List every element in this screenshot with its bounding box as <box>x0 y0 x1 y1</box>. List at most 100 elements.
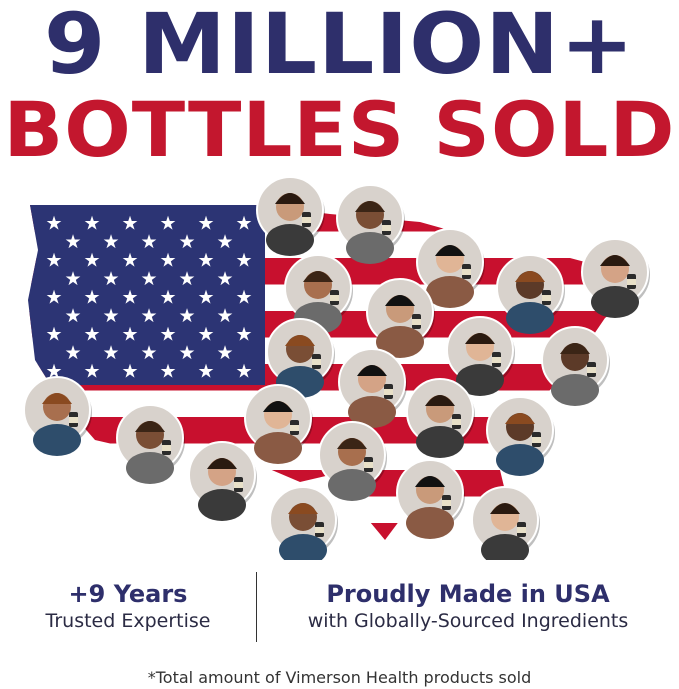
star-icon: ★ <box>45 287 62 309</box>
person-body <box>126 452 174 484</box>
star-icon: ★ <box>235 213 252 235</box>
star-icon: ★ <box>140 342 157 364</box>
bottle-label <box>517 527 526 533</box>
star-icon: ★ <box>216 268 233 290</box>
star-icon: ★ <box>197 250 214 272</box>
bottle-label <box>234 482 243 488</box>
star-icon: ★ <box>83 361 100 383</box>
person-body <box>481 534 529 560</box>
customer-photo <box>269 486 338 560</box>
star-icon: ★ <box>159 324 176 346</box>
star-icon: ★ <box>64 305 81 327</box>
bottle-label <box>290 425 299 431</box>
bottle-label <box>542 295 551 301</box>
star-icon: ★ <box>197 213 214 235</box>
star-icon: ★ <box>235 361 252 383</box>
person-body <box>456 364 504 396</box>
customer-photo <box>266 318 335 398</box>
bottle-label <box>69 417 78 423</box>
star-icon: ★ <box>83 213 100 235</box>
person-hair <box>425 395 455 406</box>
star-icon: ★ <box>159 287 176 309</box>
person-hair <box>263 401 293 412</box>
star-icon: ★ <box>178 342 195 364</box>
star-icon: ★ <box>159 361 176 383</box>
star-icon: ★ <box>216 231 233 253</box>
person-hair <box>385 295 415 306</box>
star-icon: ★ <box>45 213 62 235</box>
person-body <box>406 507 454 539</box>
person-hair <box>355 201 385 212</box>
customer-photo <box>396 459 465 539</box>
star-icon: ★ <box>102 342 119 364</box>
star-icon: ★ <box>216 305 233 327</box>
bottle-label <box>302 217 311 223</box>
person-hair <box>42 393 72 404</box>
customer-photo <box>284 254 353 334</box>
bottle-label <box>364 462 373 468</box>
star-icon: ★ <box>121 361 138 383</box>
headline-line2: BOTTLES SOLD <box>3 85 676 174</box>
customer-photo <box>486 396 555 476</box>
stat-subtitle: with Globally-Sourced Ingredients <box>307 610 629 632</box>
star-icon: ★ <box>235 250 252 272</box>
person-body <box>348 396 396 428</box>
star-icon: ★ <box>140 305 157 327</box>
person-body <box>346 232 394 264</box>
star-icon: ★ <box>102 231 119 253</box>
star-icon: ★ <box>197 324 214 346</box>
bottle-label <box>532 437 541 443</box>
bottle-label <box>315 527 324 533</box>
star-icon: ★ <box>102 268 119 290</box>
person-hair <box>135 421 165 432</box>
star-icon: ★ <box>178 231 195 253</box>
customer-photo <box>116 404 185 484</box>
us-flag-map: ★ ★ ★ ★ ★ ★★ ★ ★ ★ ★★ ★ ★ ★ ★ ★★ ★ ★ ★ ★★ ★ ★ ★ ★ ★★ ★ ★ ★ ★★ ★ ★ ★ ★ ★★… <box>23 176 650 560</box>
stat-title: +9 Years <box>68 580 188 608</box>
person-hair <box>337 438 367 449</box>
person-body <box>376 326 424 358</box>
customer-photo <box>23 376 92 456</box>
stat-title: Proudly Made in USA <box>326 580 610 608</box>
customer-photo <box>336 184 405 264</box>
bottle-label <box>627 279 636 285</box>
person-hair <box>285 335 315 346</box>
person-hair <box>303 271 333 282</box>
customer-photo <box>406 378 475 458</box>
bottle-label <box>492 357 501 363</box>
star-icon: ★ <box>178 305 195 327</box>
person-body <box>328 469 376 501</box>
person-hair <box>465 333 495 344</box>
person-hair <box>600 255 630 266</box>
person-hair <box>207 458 237 469</box>
customer-photo <box>446 316 515 396</box>
flag-canton <box>28 205 265 385</box>
person-hair <box>415 476 445 487</box>
person-body <box>279 534 327 560</box>
star-icon: ★ <box>64 231 81 253</box>
bottle-label <box>312 359 321 365</box>
bottle-label <box>587 367 596 373</box>
star-icon: ★ <box>140 231 157 253</box>
customer-photo <box>256 176 325 256</box>
customer-photos <box>23 176 650 560</box>
person-hair <box>505 413 535 424</box>
person-body <box>416 426 464 458</box>
customer-photo <box>471 486 540 560</box>
stat-subtitle: Trusted Expertise <box>45 610 211 632</box>
person-hair <box>560 343 590 354</box>
customer-photo <box>338 348 407 428</box>
stat-made-in-usa: Proudly Made in USA with Globally-Source… <box>257 580 679 632</box>
customer-photo <box>541 326 610 406</box>
stat-years: +9 Years Trusted Expertise <box>0 580 256 632</box>
star-icon: ★ <box>140 268 157 290</box>
customer-photo <box>244 384 313 464</box>
star-icon: ★ <box>235 287 252 309</box>
bottle-label <box>442 500 451 506</box>
star-icon: ★ <box>235 324 252 346</box>
star-icon: ★ <box>83 287 100 309</box>
person-body <box>551 374 599 406</box>
person-body <box>266 224 314 256</box>
person-body <box>496 444 544 476</box>
flag-stripe <box>28 523 630 545</box>
